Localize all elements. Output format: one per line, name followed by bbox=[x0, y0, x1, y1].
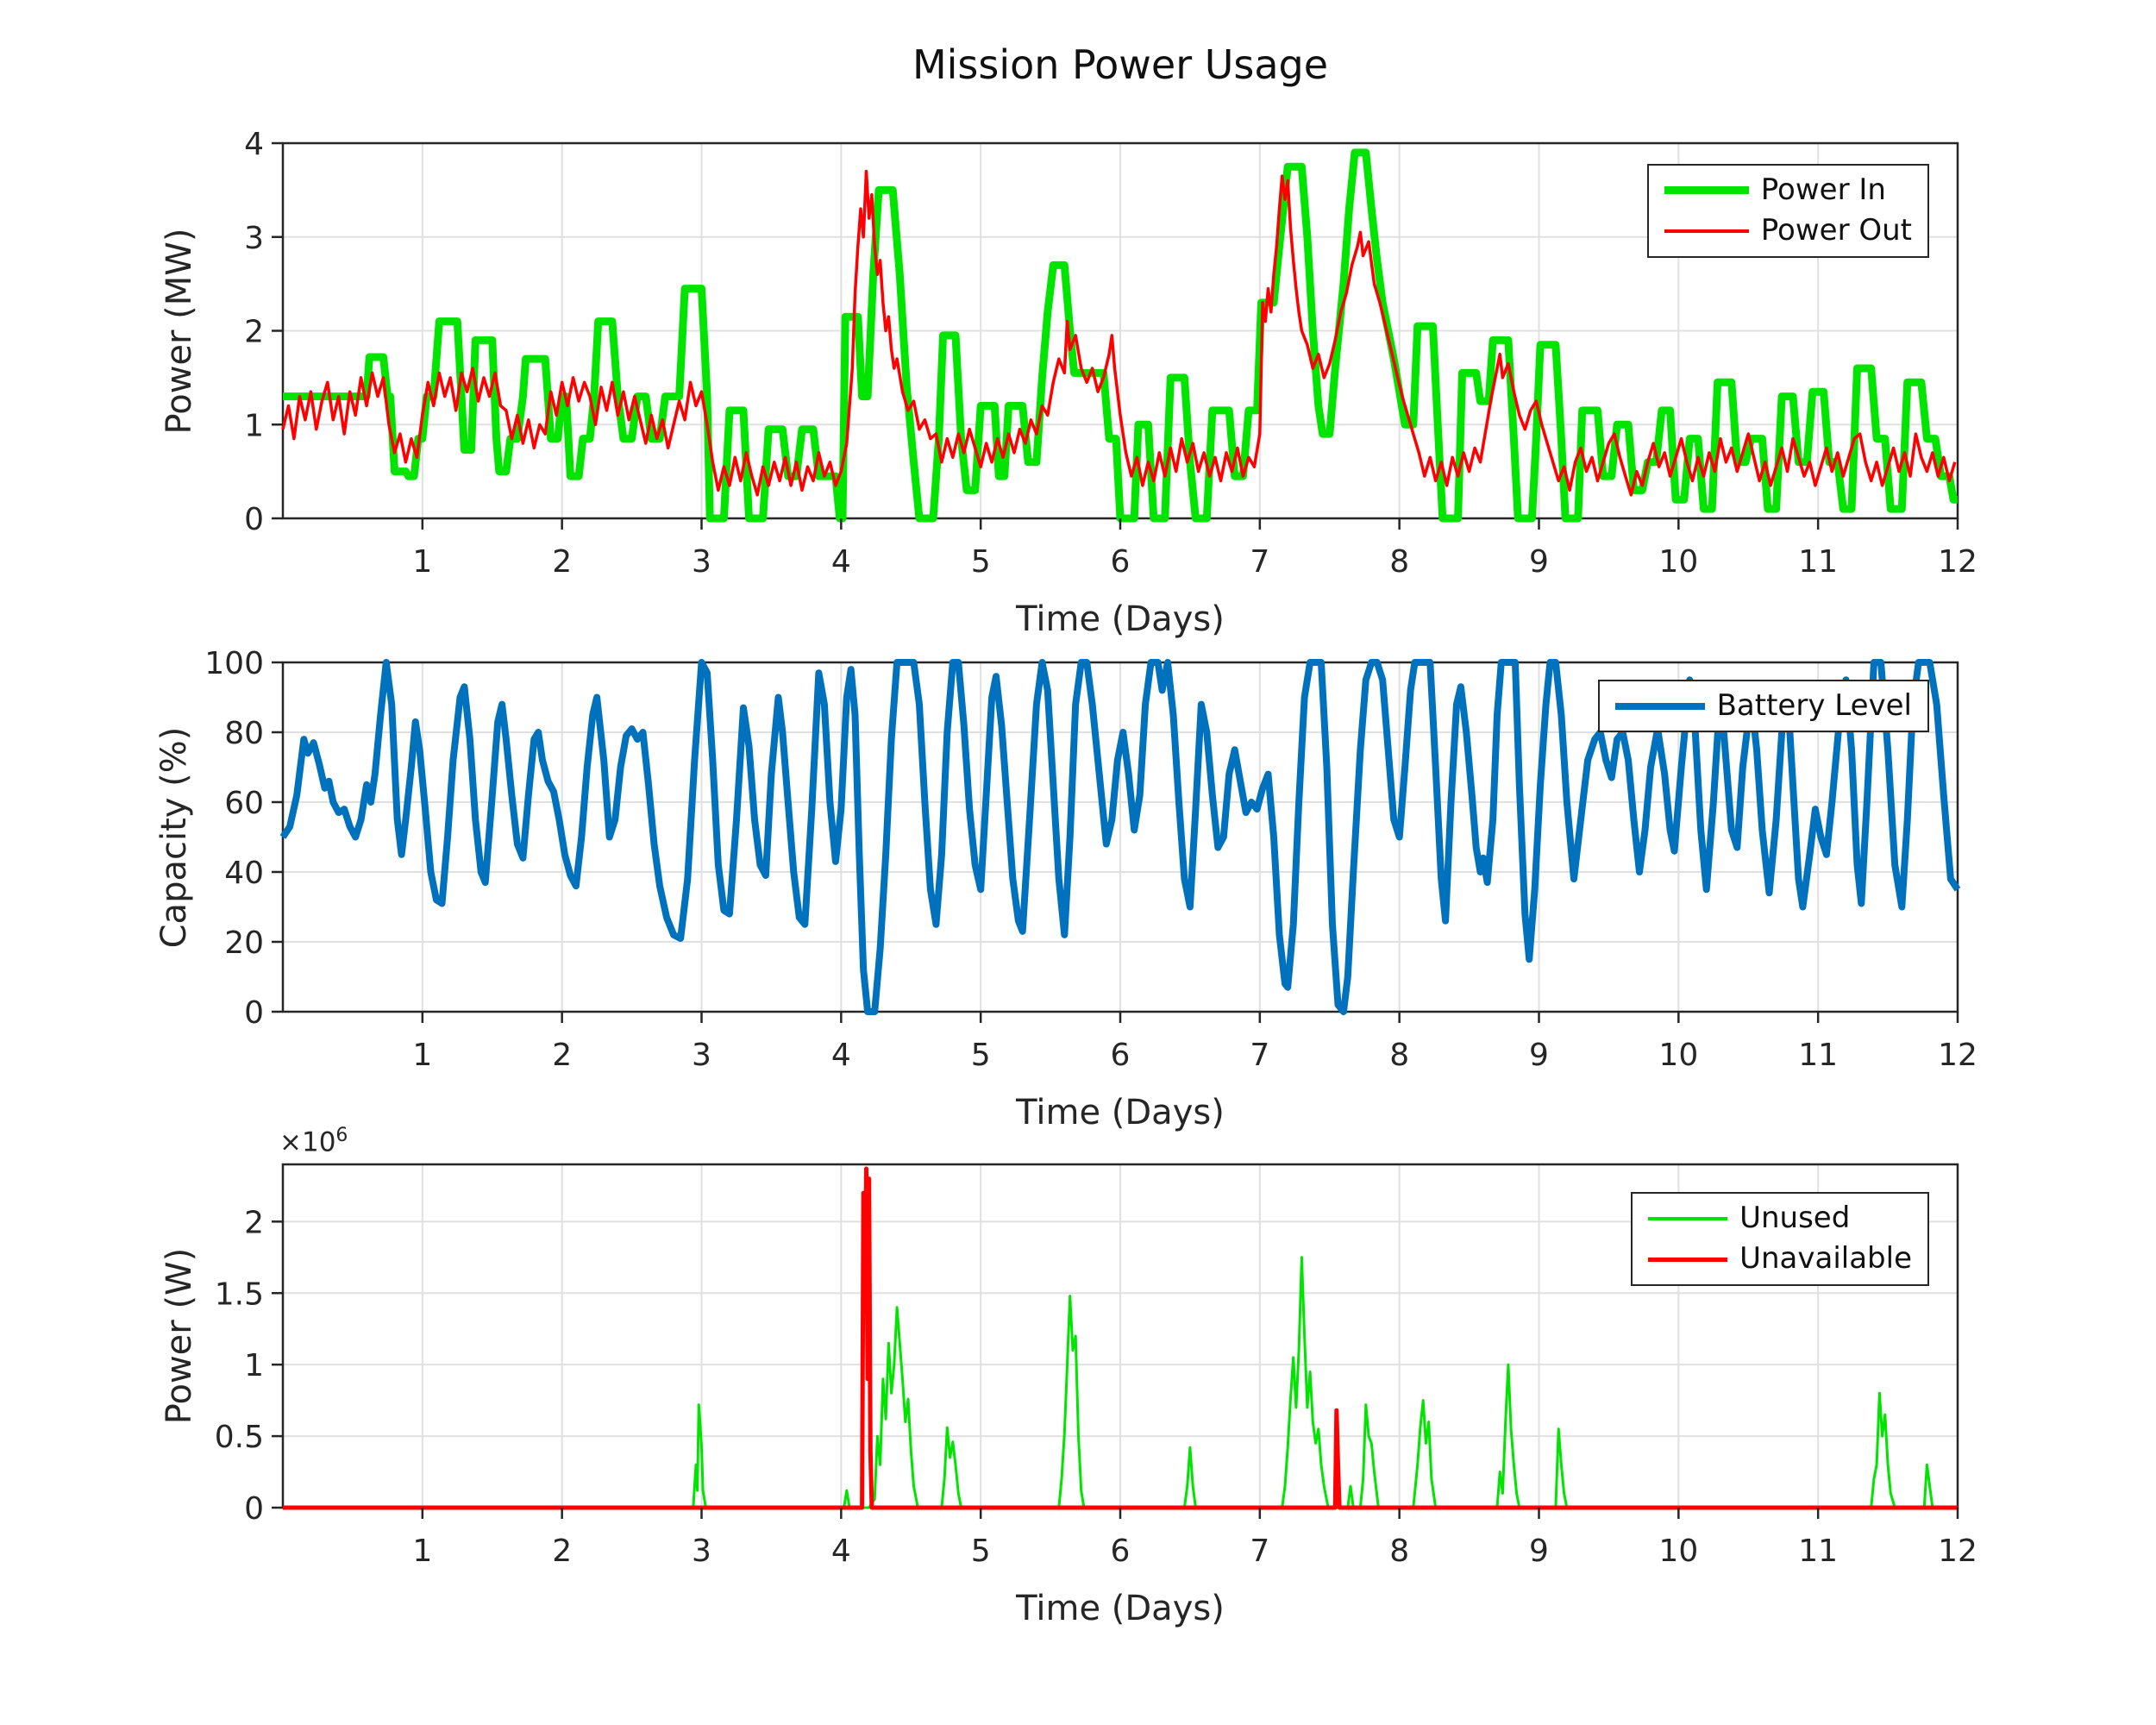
legend-entry-power-out: Power Out bbox=[1664, 213, 1912, 248]
x-tick-label: 8 bbox=[1389, 1038, 1409, 1073]
x-tick-label: 7 bbox=[1250, 544, 1269, 580]
unavailable-line-swatch bbox=[1648, 1257, 1728, 1262]
x-tick-label: 10 bbox=[1658, 544, 1698, 580]
x-tick-label: 5 bbox=[971, 544, 991, 580]
power-panel-xlabel: Time (Days) bbox=[1016, 599, 1225, 639]
x-tick-label: 12 bbox=[1938, 1038, 1977, 1073]
x-tick-label: 11 bbox=[1798, 1038, 1838, 1073]
x-tick-label: 7 bbox=[1250, 1038, 1269, 1073]
x-tick-label: 3 bbox=[692, 1534, 711, 1569]
legend-entry-power-in: Power In bbox=[1664, 172, 1912, 207]
unavailable-line bbox=[283, 1166, 1958, 1510]
x-tick-label: 4 bbox=[831, 544, 851, 580]
y-axis-multiplier: ×106 bbox=[279, 1125, 348, 1158]
legend-entry-unused: Unused bbox=[1648, 1201, 1912, 1235]
legend-entry-unavailable: Unavailable bbox=[1648, 1241, 1912, 1276]
x-tick-label: 6 bbox=[1111, 1038, 1131, 1073]
x-tick-label: 8 bbox=[1389, 1534, 1409, 1569]
x-tick-label: 1 bbox=[412, 1038, 432, 1073]
y-tick-label: 0 bbox=[244, 502, 264, 537]
x-tick-label: 10 bbox=[1658, 1534, 1698, 1569]
legend-label-power-in: Power In bbox=[1760, 172, 1886, 207]
x-tick-label: 5 bbox=[971, 1038, 991, 1073]
y-tick-label: 0 bbox=[244, 1491, 264, 1527]
x-tick-label: 3 bbox=[692, 1038, 711, 1073]
y-tick-label: 2 bbox=[244, 1205, 264, 1240]
y-tick-label: 0 bbox=[244, 995, 264, 1031]
y-tick-label: 20 bbox=[224, 925, 264, 961]
x-tick-label: 9 bbox=[1529, 1038, 1549, 1073]
x-tick-label: 10 bbox=[1658, 1038, 1698, 1073]
x-tick-label: 6 bbox=[1111, 1534, 1131, 1569]
unused-line-swatch bbox=[1648, 1216, 1728, 1220]
x-tick-label: 11 bbox=[1798, 544, 1838, 580]
x-tick-label: 6 bbox=[1111, 544, 1131, 580]
x-tick-label: 12 bbox=[1938, 544, 1977, 580]
x-tick-label: 7 bbox=[1250, 1534, 1269, 1569]
x-tick-label: 12 bbox=[1938, 1534, 1977, 1569]
x-tick-label: 9 bbox=[1529, 1534, 1549, 1569]
x-tick-label: 3 bbox=[692, 544, 711, 580]
unused-panel-xlabel: Time (Days) bbox=[1016, 1589, 1225, 1628]
x-tick-label: 1 bbox=[412, 1534, 432, 1569]
legend-label-battery-level: Battery Level bbox=[1716, 688, 1912, 723]
power-mw-ylabel: Power (MW) bbox=[160, 228, 199, 435]
y-tick-label: 40 bbox=[224, 856, 264, 891]
power-out-line-swatch bbox=[1664, 229, 1749, 234]
y-tick-label: 4 bbox=[244, 127, 264, 162]
battery-level-line-swatch bbox=[1614, 702, 1705, 710]
y-tick-label: 80 bbox=[224, 716, 264, 751]
legend-label-power-out: Power Out bbox=[1760, 213, 1912, 248]
y-tick-label: 0.5 bbox=[215, 1420, 264, 1455]
legend-entry-battery-level: Battery Level bbox=[1614, 688, 1912, 723]
figure-title: Mission Power Usage bbox=[912, 41, 1329, 88]
x-tick-label: 4 bbox=[831, 1534, 851, 1569]
power-in-line-swatch bbox=[1664, 186, 1749, 195]
y-tick-label: 60 bbox=[224, 786, 264, 821]
power-in-line bbox=[283, 148, 1958, 523]
y-tick-label: 2 bbox=[244, 315, 264, 350]
y-tick-label: 1 bbox=[244, 408, 264, 443]
x-tick-label: 2 bbox=[552, 1534, 572, 1569]
legend-power: Power In Power Out bbox=[1646, 164, 1929, 258]
x-tick-label: 2 bbox=[552, 544, 572, 580]
capacity-panel-xlabel: Time (Days) bbox=[1016, 1093, 1225, 1132]
y-tick-label: 1 bbox=[244, 1348, 264, 1383]
y-tick-label: 1.5 bbox=[215, 1276, 264, 1312]
battery-level-line bbox=[279, 659, 1961, 1015]
legend-label-unused: Unused bbox=[1739, 1201, 1851, 1235]
x-tick-label: 11 bbox=[1798, 1534, 1838, 1569]
x-tick-label: 2 bbox=[552, 1038, 572, 1073]
x-tick-label: 8 bbox=[1389, 544, 1409, 580]
legend-battery: Battery Level bbox=[1597, 680, 1929, 733]
power-out-line bbox=[281, 169, 1957, 497]
x-tick-label: 9 bbox=[1529, 544, 1549, 580]
y-tick-label: 100 bbox=[204, 646, 264, 681]
legend-label-unavailable: Unavailable bbox=[1739, 1241, 1912, 1276]
x-tick-label: 1 bbox=[412, 544, 432, 580]
y-tick-label: 3 bbox=[244, 221, 264, 256]
legend-unused: Unused Unavailable bbox=[1631, 1192, 1929, 1286]
x-tick-label: 5 bbox=[971, 1534, 991, 1569]
x-tick-label: 4 bbox=[831, 1038, 851, 1073]
capacity-ylabel: Capacity (%) bbox=[154, 726, 194, 949]
power-w-ylabel: Power (W) bbox=[160, 1247, 199, 1425]
